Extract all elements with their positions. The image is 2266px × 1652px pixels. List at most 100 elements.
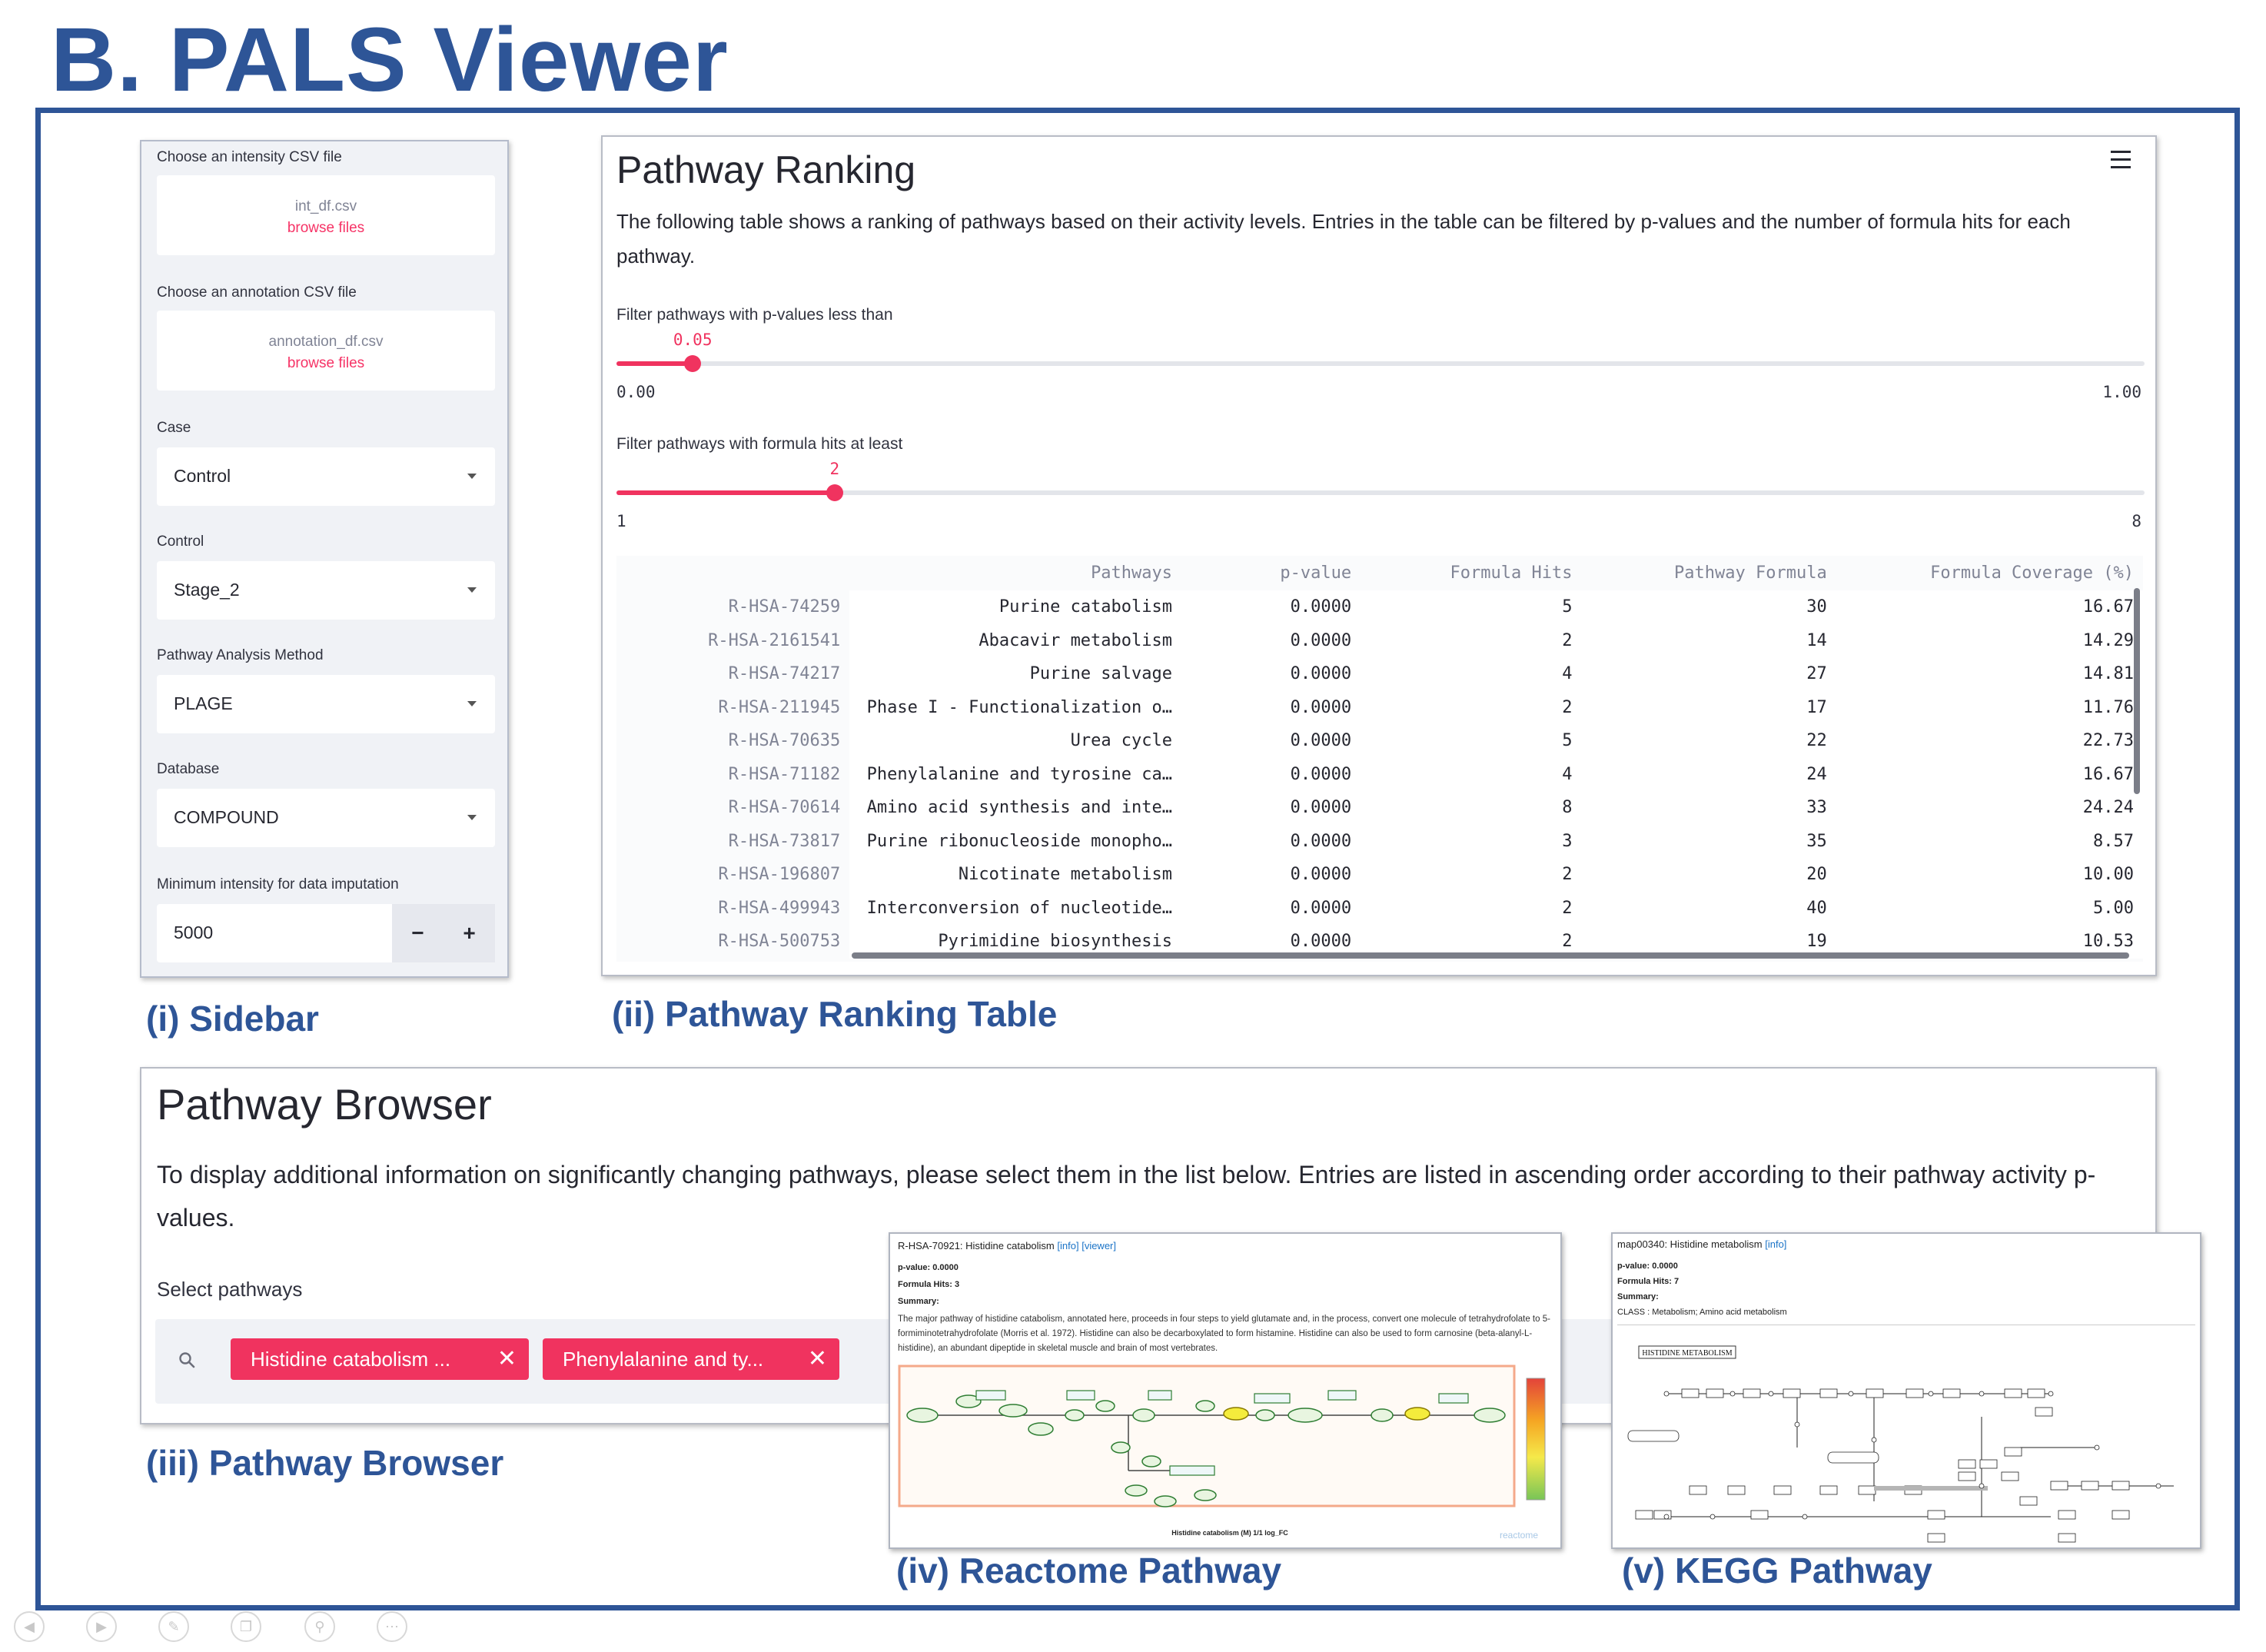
kegg-map[interactable]: HISTIDINE METABOLISM <box>1620 1332 2197 1547</box>
hits-slider-max: 8 <box>2131 512 2141 530</box>
table-row[interactable]: R-HSA-71182 Phenylalanine and tyrosine ca… <box>616 757 2143 791</box>
table-cell: 0.0000 <box>1181 590 1361 624</box>
chevron-down-icon <box>467 701 477 706</box>
column-header[interactable]: Formula Coverage (%) <box>1930 563 2134 583</box>
table-cell: 22.73 <box>1836 724 2143 758</box>
table-row[interactable]: R-HSA-70635 Urea cycle 0.0000 5 22 22.73 <box>616 724 2143 758</box>
table-cell: 5 <box>1361 590 1582 624</box>
reactome-hits: Formula Hits: 3 <box>898 1280 960 1289</box>
browser-description: To display additional information on sig… <box>157 1161 2096 1232</box>
table-row[interactable]: R-HSA-74259 Purine catabolism 0.0000 5 30 16.… <box>616 590 2143 624</box>
hits-slider-min: 1 <box>616 512 626 530</box>
kegg-hits: Formula Hits: 7 <box>1617 1277 1680 1286</box>
min-intensity-input[interactable]: 5000 − + <box>157 904 495 962</box>
zoom-icon[interactable]: ⚲ <box>304 1611 335 1642</box>
row-index-cell: R-HSA-2161541 <box>616 623 850 657</box>
close-icon[interactable]: ✕ <box>807 1346 827 1371</box>
column-header[interactable]: Formula Hits <box>1450 563 1573 583</box>
ranking-description: The following table shows a ranking of p… <box>616 210 2071 268</box>
pathway-chip[interactable]: Phenylalanine and ty... ✕ <box>543 1338 839 1380</box>
row-index-cell: R-HSA-211945 <box>616 690 850 724</box>
table-cell: Amino acid synthesis and inte… <box>849 791 1182 825</box>
pvalue-slider-handle[interactable] <box>684 355 702 372</box>
table-cell: 35 <box>1581 824 1836 858</box>
table-cell: 20 <box>1581 858 1836 892</box>
min-intensity-value[interactable]: 5000 <box>174 922 214 942</box>
table-cell: 24.24 <box>1836 791 2143 825</box>
vertical-scrollbar[interactable] <box>2134 588 2140 794</box>
table-row[interactable]: R-HSA-73817 Purine ribonucleoside monopho… <box>616 824 2143 858</box>
database-select[interactable]: COMPOUND <box>157 789 495 847</box>
row-index-cell: R-HSA-70635 <box>616 724 850 758</box>
pvalue-slider-max: 1.00 <box>2102 383 2141 401</box>
ranking-title: Pathway Ranking <box>616 148 916 191</box>
hamburger-menu-icon[interactable] <box>2111 151 2134 171</box>
row-index-cell: R-HSA-74259 <box>616 590 850 624</box>
hits-slider-handle[interactable] <box>826 484 843 501</box>
table-cell: 0.0000 <box>1181 824 1361 858</box>
pen-icon[interactable]: ✎ <box>158 1611 189 1642</box>
increment-button[interactable]: + <box>444 904 495 962</box>
table-cell: 33 <box>1581 791 1836 825</box>
table-cell: Purine ribonucleoside monopho… <box>849 824 1182 858</box>
ranking-table[interactable]: Pathways p-value Formula Hits Pathway Fo… <box>616 556 2143 962</box>
table-row[interactable]: R-HSA-211945 Phase I - Functionalization … <box>616 690 2143 724</box>
row-index-cell: R-HSA-74217 <box>616 657 850 691</box>
table-cell: 16.67 <box>1836 757 2143 791</box>
table-cell: Purine salvage <box>849 657 1182 691</box>
annotation-browse-link[interactable]: browse files <box>287 355 365 371</box>
intensity-file-uploader[interactable]: int_df.csv browse files <box>157 175 495 255</box>
table-row[interactable]: R-HSA-499943 Interconversion of nucleotid… <box>616 891 2143 925</box>
reactome-summary: The major pathway of histidine catabolis… <box>898 1315 1550 1353</box>
row-index-cell: R-HSA-71182 <box>616 757 850 791</box>
table-cell: 2 <box>1361 858 1582 892</box>
reactome-viewer-link[interactable]: [viewer] <box>1082 1240 1116 1251</box>
hits-slider-track[interactable] <box>616 490 2145 495</box>
table-cell: 0.0000 <box>1181 657 1361 691</box>
back-icon[interactable]: ◀ <box>14 1611 45 1642</box>
copy-icon[interactable]: ❐ <box>231 1611 261 1642</box>
pvalue-slider-track[interactable] <box>616 361 2145 366</box>
reactome-summary-label: Summary: <box>898 1297 939 1306</box>
control-select[interactable]: Stage_2 <box>157 561 495 620</box>
forward-icon[interactable]: ▶ <box>86 1611 117 1642</box>
row-index-cell: R-HSA-500753 <box>616 925 850 959</box>
kegg-header-text: map00340: Histidine metabolism <box>1617 1238 1763 1250</box>
figure-title: B. PALS Viewer <box>51 9 729 111</box>
table-row[interactable]: R-HSA-74217 Purine salvage 0.0000 4 27 14.81 <box>616 657 2143 691</box>
method-select[interactable]: PLAGE <box>157 675 495 733</box>
intensity-file-name: int_df.csv <box>294 198 357 214</box>
table-cell: 11.76 <box>1836 690 2143 724</box>
table-row[interactable]: R-HSA-2161541 Abacavir metabolism 0.0000 2 1… <box>616 623 2143 657</box>
case-select[interactable]: Control <box>157 447 495 506</box>
reactome-info-link[interactable]: [info] <box>1057 1240 1079 1251</box>
column-header[interactable]: p-value <box>1280 563 1352 583</box>
hits-slider-value: 2 <box>829 460 840 478</box>
column-header[interactable]: Pathway Formula <box>1674 563 1827 583</box>
table-cell: 0.0000 <box>1181 891 1361 925</box>
reactome-pvalue: p-value: 0.0000 <box>898 1263 959 1272</box>
decrement-button[interactable]: − <box>392 904 444 962</box>
annotation-file-uploader[interactable]: annotation_df.csv browse files <box>157 311 495 391</box>
horizontal-scrollbar[interactable] <box>852 952 2129 959</box>
kegg-info-link[interactable]: [info] <box>1765 1238 1787 1250</box>
index-header <box>616 556 849 590</box>
intensity-browse-link[interactable]: browse files <box>287 220 365 236</box>
method-value: PLAGE <box>174 693 233 713</box>
table-row[interactable]: R-HSA-196807 Nicotinate metabolism 0.0000 2… <box>616 858 2143 892</box>
kegg-map-title: HISTIDINE METABOLISM <box>1642 1349 1732 1358</box>
case-value: Control <box>174 466 231 486</box>
table-cell: 10.00 <box>1836 858 2143 892</box>
reactome-diagram[interactable]: Histidine catabolism (M) 1/1 log_FC reac… <box>898 1363 1556 1547</box>
table-cell: 14.81 <box>1836 657 2143 691</box>
table-row[interactable]: R-HSA-70614 Amino acid synthesis and inte… <box>616 791 2143 825</box>
table-cell: 14.29 <box>1836 623 2143 657</box>
chip-label: Histidine catabolism ... <box>251 1348 451 1371</box>
table-cell: 3 <box>1361 824 1582 858</box>
close-icon[interactable]: ✕ <box>497 1346 517 1371</box>
column-header[interactable]: Pathways <box>1091 563 1173 583</box>
kegg-summary: CLASS : Metabolism; Amino acid metabolis… <box>1617 1308 1787 1317</box>
caption-ranking: (ii) Pathway Ranking Table <box>612 994 1058 1034</box>
more-icon[interactable]: ⋯ <box>377 1611 407 1642</box>
pathway-chip[interactable]: Histidine catabolism ... ✕ <box>231 1338 529 1380</box>
